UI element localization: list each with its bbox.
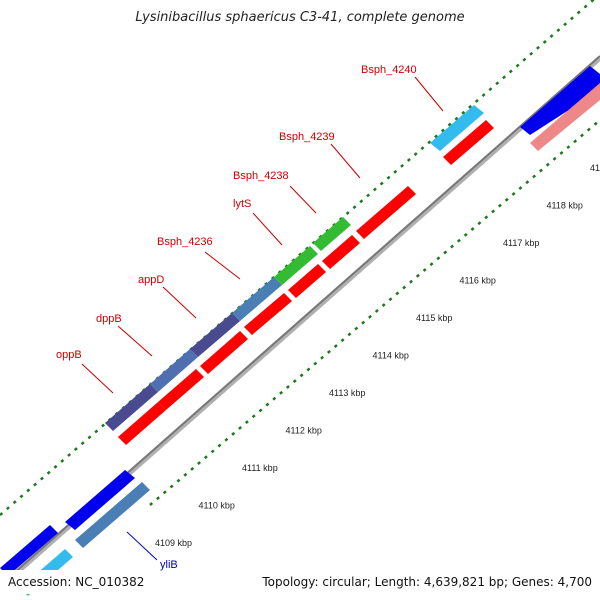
kbp-tick-label: 4112 kbp — [286, 426, 322, 436]
gene-ylib — [75, 482, 150, 548]
accession-label: Accession: NC_010382 — [0, 570, 153, 594]
gene-red-7 — [356, 186, 416, 239]
gene-red-4 — [244, 293, 292, 335]
label-ylib: yliB — [160, 559, 178, 571]
gene-red-6 — [322, 235, 360, 269]
kbp-tick-label: 4113 kbp — [329, 388, 365, 398]
dotted-bottom-row — [149, 119, 600, 506]
kbp-tick-label: 4116 kbp — [460, 276, 496, 286]
gene-red-2 — [158, 369, 204, 410]
gene-pink-right — [530, 83, 600, 151]
gene-red-3 — [200, 331, 248, 374]
kbp-tick-label: 4119 kbp — [590, 163, 600, 173]
label-leaders — [81, 76, 444, 394]
label-bsph-4240: Bsph_4240 — [361, 64, 417, 76]
label-app-d: appD — [138, 274, 164, 286]
gene-red-5 — [288, 264, 326, 298]
gene-bsph-4238 — [313, 217, 351, 251]
label-bsph-4236: Bsph_4236 — [157, 236, 213, 248]
kbp-tick-label: 4109 kbp — [155, 538, 192, 548]
gene-red-8 — [443, 120, 494, 165]
gene-blue-forward-top-right — [520, 66, 600, 135]
kbp-tick-label: 4114 kbp — [373, 351, 409, 361]
kbp-tick-label: 4110 kbp — [199, 501, 235, 511]
ylib-leader — [126, 531, 158, 561]
dotted-top-row — [0, 0, 595, 516]
kbp-scale: 4109 kbp 4110 kbp 4111 kbp 4112 kbp 4113 kbp… — [155, 163, 600, 548]
kbp-tick-label: 4115 kbp — [416, 313, 452, 323]
topology-label: Topology: circular; Length: 4,639,821 bp… — [254, 570, 600, 594]
gene-opp-b — [105, 384, 158, 431]
kbp-tick-label: 4111 kbp — [242, 463, 278, 473]
label-bsph-4239: Bsph_4239 — [279, 131, 335, 143]
kbp-tick-label: 4118 kbp — [547, 201, 583, 211]
label-dpp-b: dppB — [96, 313, 122, 325]
label-bsph-4238: Bsph_4238 — [233, 170, 289, 182]
label-lyts: lytS — [233, 198, 251, 210]
gene-bsph-4240 — [430, 105, 484, 151]
genome-title: Lysinibacillus sphaericus C3-41, complet… — [135, 10, 465, 25]
gene-lyts — [274, 246, 318, 285]
kbp-tick-label: 4117 kbp — [503, 238, 539, 248]
gene-blue-forward-left — [65, 470, 135, 530]
gene-dpp-b — [150, 349, 198, 392]
gene-blue-forward-left2 — [0, 525, 58, 576]
gene-red-1 — [118, 402, 166, 445]
gene-bsph-4236 — [232, 277, 282, 321]
gene-app-d — [190, 313, 240, 357]
label-opp-b: oppB — [56, 349, 82, 361]
